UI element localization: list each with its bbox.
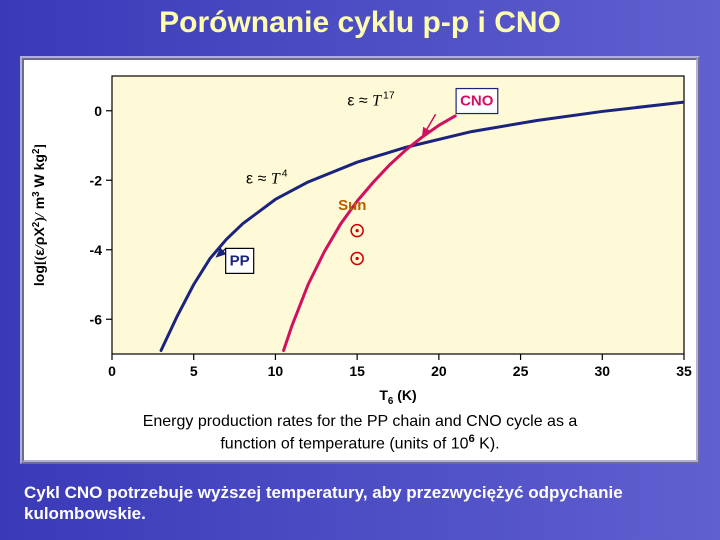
caption-line1: Energy production rates for the PP chain… bbox=[143, 413, 578, 430]
svg-text:0: 0 bbox=[94, 103, 102, 119]
svg-text:25: 25 bbox=[513, 363, 529, 379]
svg-text:0: 0 bbox=[108, 363, 116, 379]
svg-text:35: 35 bbox=[676, 363, 692, 379]
svg-text:-2: -2 bbox=[90, 172, 103, 188]
chart-container: 0 5 10 15 20 25 30 35 -6 -4 -2 0 T6 (K) log[(ε/ρX2)/ … bbox=[24, 66, 696, 410]
page-title: Porównanie cyklu p-p i CNO bbox=[0, 6, 720, 40]
figure-card: 0 5 10 15 20 25 30 35 -6 -4 -2 0 T6 (K) log[(ε/ρX2)/ … bbox=[20, 56, 700, 464]
svg-text:Sun: Sun bbox=[338, 197, 366, 214]
footnote-text: Cykl CNO potrzebuje wyższej temperatury,… bbox=[24, 482, 696, 525]
slide-root: Porównanie cyklu p-p i CNO 0 5 10 15 20 25 30 3… bbox=[0, 0, 720, 540]
svg-text:log[(ε/ρX2)/ m3 W kg2]: log[(ε/ρX2)/ m3 W kg2] bbox=[31, 144, 48, 286]
svg-text:-4: -4 bbox=[90, 242, 103, 258]
svg-text:20: 20 bbox=[431, 363, 447, 379]
caption-line2a: function of temperature (units of 10 bbox=[220, 435, 468, 452]
chart-svg: 0 5 10 15 20 25 30 35 -6 -4 -2 0 T6 (K) log[(ε/ρX2)/ … bbox=[24, 66, 696, 410]
svg-text:-6: -6 bbox=[90, 311, 103, 327]
svg-text:PP: PP bbox=[230, 252, 250, 269]
svg-text:CNO: CNO bbox=[460, 93, 494, 110]
svg-text:15: 15 bbox=[349, 363, 365, 379]
svg-text:5: 5 bbox=[190, 363, 198, 379]
svg-text:T6 (K): T6 (K) bbox=[379, 387, 416, 407]
svg-text:30: 30 bbox=[594, 363, 610, 379]
caption-line2b: K). bbox=[475, 435, 500, 452]
figure-caption: Energy production rates for the PP chain… bbox=[24, 412, 696, 454]
svg-text:10: 10 bbox=[268, 363, 284, 379]
